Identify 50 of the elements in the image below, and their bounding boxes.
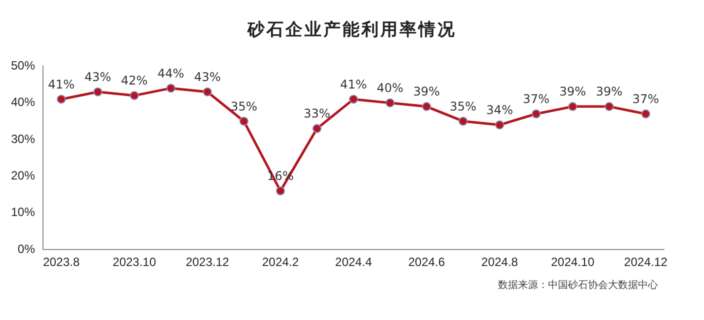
x-tick-label: 2024.8 (481, 255, 518, 270)
data-label: 40% (376, 81, 404, 96)
data-label: 44% (158, 66, 184, 80)
x-tick-label: 2024.6 (408, 255, 446, 270)
data-label: 41% (340, 77, 367, 92)
data-label: 42% (121, 74, 148, 88)
point (604, 102, 614, 112)
point (568, 102, 578, 112)
y-tick-label: 30% (10, 132, 36, 146)
point (458, 116, 468, 126)
point (166, 84, 176, 93)
y-tick-label: 40% (10, 95, 36, 110)
point (276, 186, 285, 196)
x-tick-label: 2023.12 (186, 255, 230, 270)
data-label: 35% (230, 99, 258, 114)
data-label: 37% (522, 92, 550, 106)
data-label: 39% (596, 84, 623, 99)
point (641, 109, 650, 118)
data-label: 39% (559, 84, 586, 99)
point (532, 109, 541, 118)
point (495, 120, 504, 130)
point (239, 116, 248, 126)
data-label: 37% (632, 92, 660, 106)
x-tick-label: 2024.4 (335, 255, 372, 270)
y-tick-label: 20% (10, 168, 36, 183)
y-tick-label: 10% (10, 205, 36, 220)
point (56, 94, 66, 104)
data-label: 43% (194, 70, 221, 84)
data-label: 43% (84, 70, 112, 84)
point (130, 91, 139, 100)
x-tick-label: 2024.10 (550, 255, 595, 270)
source-note: 数据来源：中国砂石协会大数据中心 (498, 278, 658, 292)
data-label: 34% (486, 103, 513, 118)
y-tick-label: 0% (18, 242, 36, 256)
chart-title: 砂石企业产能利用率情况 (246, 19, 458, 41)
point (349, 94, 358, 104)
x-tick-label: 2024.12 (624, 255, 668, 270)
point (386, 98, 395, 108)
data-label: 35% (450, 99, 476, 114)
point (312, 124, 322, 134)
y-tick-label: 50% (10, 58, 36, 73)
data-label: 39% (413, 84, 440, 99)
point (202, 87, 212, 96)
point (422, 102, 432, 112)
x-tick-label: 2024.2 (262, 255, 300, 270)
data-label: 33% (304, 106, 330, 121)
x-tick-label: 2023.8 (42, 255, 80, 270)
data-label: 41% (48, 77, 75, 92)
x-tick-label: 2023.10 (112, 255, 156, 270)
point (93, 87, 102, 96)
